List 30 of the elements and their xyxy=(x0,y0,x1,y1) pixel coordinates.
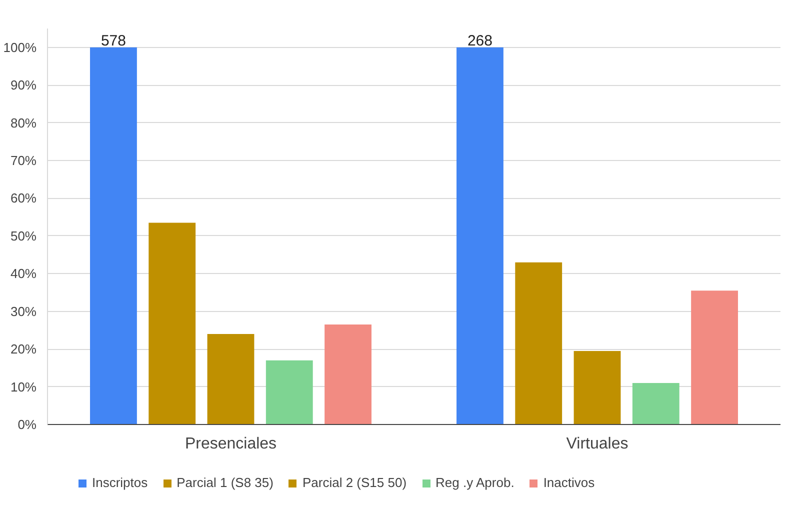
y-tick-label: 0% xyxy=(18,417,37,432)
annotation: 578 xyxy=(100,32,126,50)
bar xyxy=(324,324,372,424)
y-tick-label: 30% xyxy=(10,304,37,319)
y-tick-label: 20% xyxy=(10,342,37,357)
legend-label: Inscriptos xyxy=(92,475,148,490)
bar xyxy=(90,47,137,424)
legend-label: Parcial 1 (S8 35) xyxy=(176,475,274,490)
legend-label: Reg .y Aprob. xyxy=(436,475,514,490)
bar xyxy=(691,290,738,424)
y-tick-label: 10% xyxy=(10,379,37,394)
y-tick-label: 100% xyxy=(3,40,37,55)
legend-label: Parcial 2 (S15 50) xyxy=(302,475,407,490)
bar xyxy=(207,334,254,424)
x-tick-label: Presenciales xyxy=(184,436,277,452)
legend-label: Inactivos xyxy=(543,475,595,490)
bar xyxy=(148,222,196,424)
y-tick-label: 50% xyxy=(10,228,37,244)
annotation: 268 xyxy=(467,32,492,50)
y-tick-label: 40% xyxy=(10,266,37,282)
bar xyxy=(515,262,562,424)
bar xyxy=(574,350,621,424)
bar xyxy=(266,360,313,424)
x-tick-label: Virtuales xyxy=(566,436,628,452)
y-tick-label: 70% xyxy=(10,153,37,168)
y-tick-label: 60% xyxy=(10,190,37,206)
bar xyxy=(632,383,680,424)
y-tick-label: 90% xyxy=(10,78,37,93)
y-tick-label: 80% xyxy=(10,115,37,130)
bar xyxy=(456,47,504,424)
